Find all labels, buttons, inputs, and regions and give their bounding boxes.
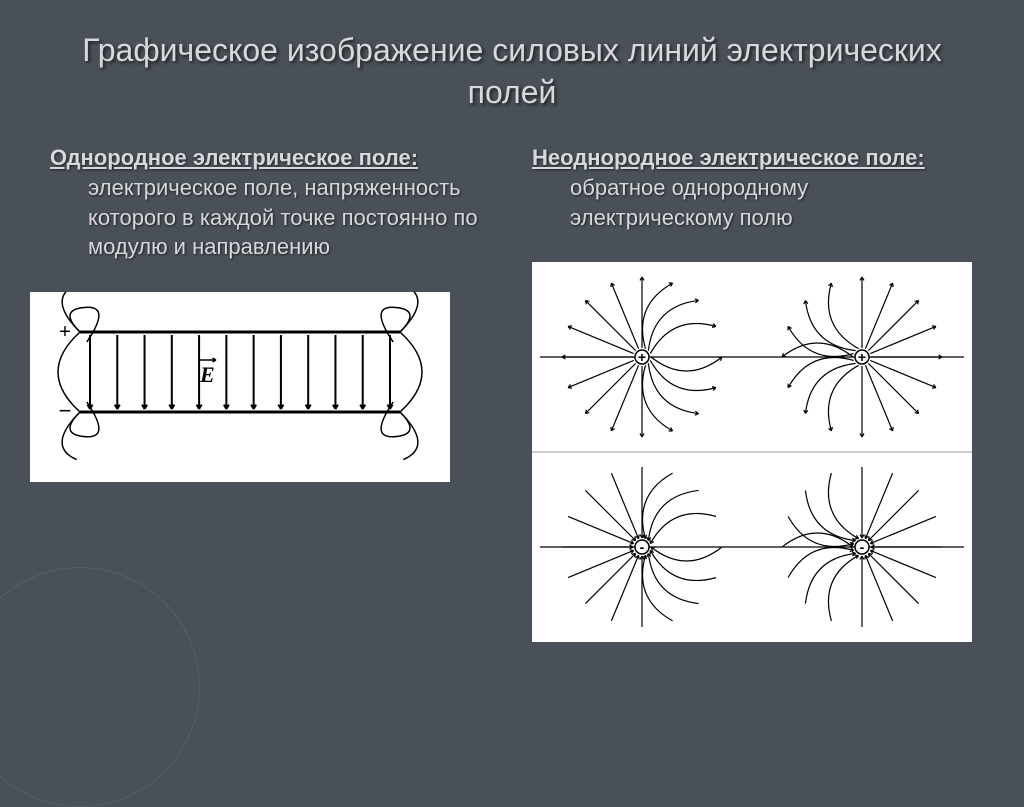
columns: Однородное электрическое поле: электриче… xyxy=(50,143,974,642)
uniform-field-diagram: +−E xyxy=(30,292,450,482)
left-definition: электрическое поле, напряженность которо… xyxy=(88,175,478,259)
right-definition: обратное однородному электрическому полю xyxy=(570,175,808,230)
slide: Графическое изображение силовых линий эл… xyxy=(0,0,1024,767)
svg-text:-: - xyxy=(640,539,645,555)
left-term: Однородное электрическое поле: xyxy=(50,145,418,170)
uniform-field-svg: +−E xyxy=(30,292,450,482)
nonuniform-field-svg: + + - - xyxy=(532,262,972,642)
left-paragraph: Однородное электрическое поле: электриче… xyxy=(50,143,492,262)
right-paragraph: Неоднородное электрическое поле: обратно… xyxy=(532,143,974,232)
right-term: Неоднородное электрическое поле: xyxy=(532,145,925,170)
right-column: Неоднородное электрическое поле: обратно… xyxy=(532,143,974,642)
nonuniform-field-diagram: + + - - xyxy=(532,262,972,642)
svg-text:-: - xyxy=(860,539,865,555)
svg-text:E: E xyxy=(199,362,215,387)
svg-text:+: + xyxy=(59,321,71,343)
svg-text:+: + xyxy=(638,349,646,365)
svg-text:+: + xyxy=(858,349,866,365)
left-column: Однородное электрическое поле: электриче… xyxy=(50,143,492,642)
slide-title: Графическое изображение силовых линий эл… xyxy=(50,30,974,113)
